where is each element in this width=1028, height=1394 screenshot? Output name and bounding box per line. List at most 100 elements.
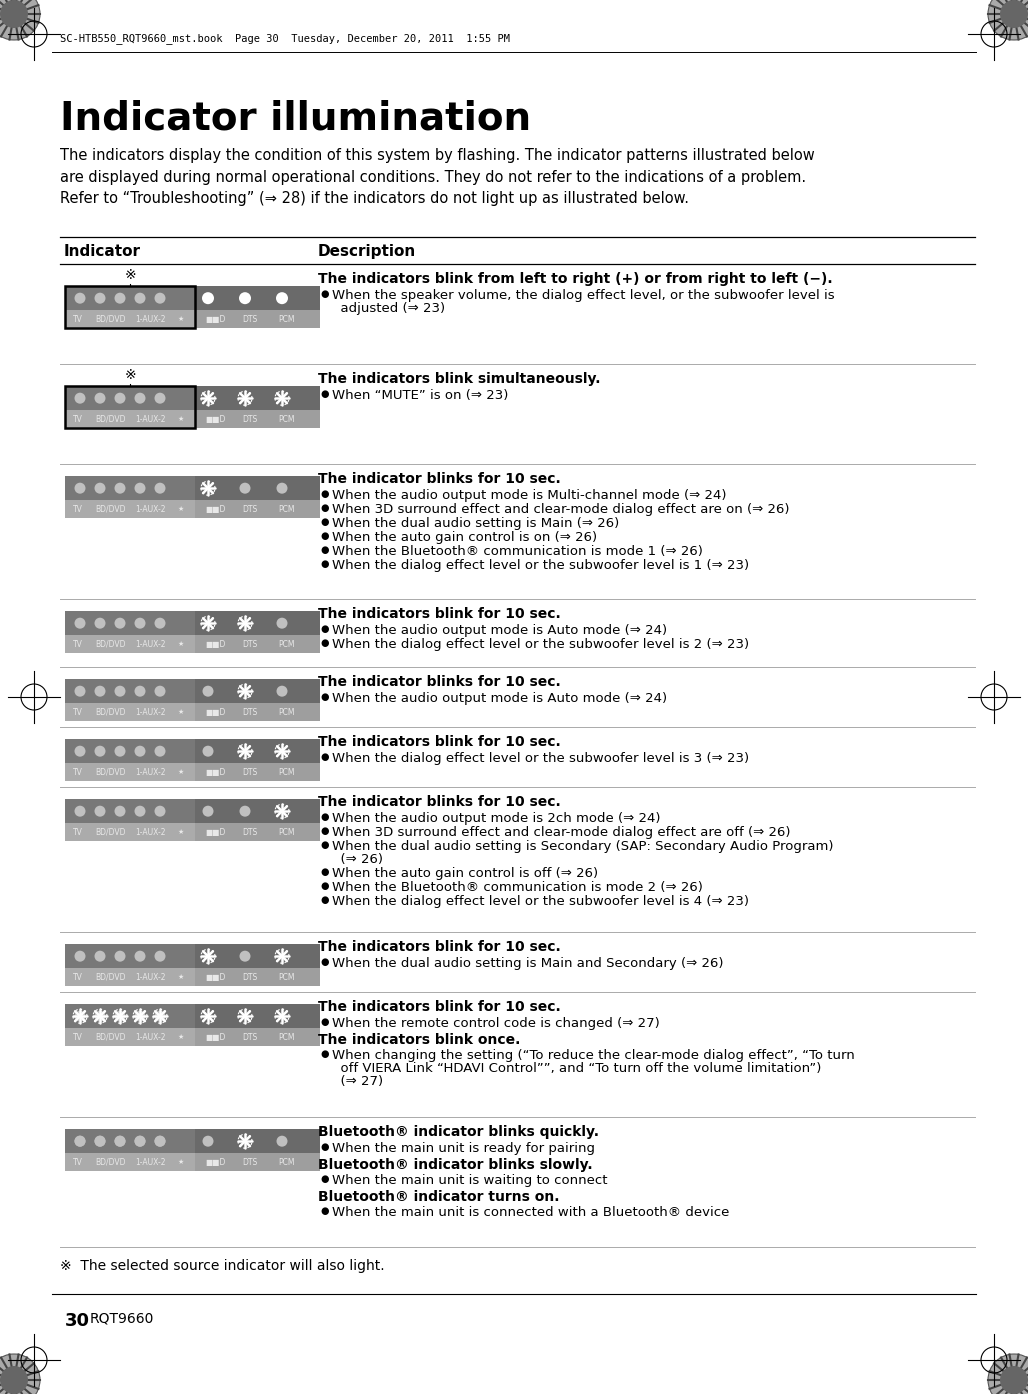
- Circle shape: [135, 1136, 146, 1147]
- Bar: [65, 1129, 195, 1153]
- Bar: [65, 739, 195, 764]
- Circle shape: [114, 806, 125, 817]
- Bar: [65, 824, 195, 841]
- Circle shape: [988, 0, 1028, 40]
- Text: When the audio output mode is 2ch mode (⇒ 24): When the audio output mode is 2ch mode (…: [332, 811, 661, 825]
- Text: ★: ★: [178, 829, 184, 835]
- Text: TV: TV: [73, 640, 83, 648]
- Circle shape: [154, 618, 166, 629]
- Text: TV: TV: [73, 414, 83, 424]
- Text: When the Bluetooth® communication is mode 1 (⇒ 26): When the Bluetooth® communication is mod…: [332, 545, 703, 558]
- Text: 1-AUX-2: 1-AUX-2: [135, 414, 166, 424]
- Text: ●: ●: [320, 289, 329, 298]
- Bar: [65, 286, 320, 311]
- Text: ●: ●: [320, 559, 329, 569]
- Bar: [65, 969, 195, 986]
- Circle shape: [203, 1136, 214, 1147]
- Text: When the speaker volume, the dialog effect level, or the subwoofer level is: When the speaker volume, the dialog effe…: [332, 289, 835, 302]
- Text: PCM: PCM: [278, 973, 294, 981]
- Bar: [65, 475, 320, 500]
- Circle shape: [238, 293, 251, 304]
- Text: ■■D: ■■D: [205, 973, 225, 981]
- Text: TV: TV: [73, 708, 83, 717]
- Text: 1-AUX-2: 1-AUX-2: [135, 828, 166, 836]
- Text: (⇒ 26): (⇒ 26): [332, 853, 383, 866]
- Circle shape: [277, 686, 288, 697]
- Text: TV: TV: [73, 505, 83, 513]
- Text: When the audio output mode is Auto mode (⇒ 24): When the audio output mode is Auto mode …: [332, 625, 667, 637]
- Text: BD/DVD: BD/DVD: [95, 828, 125, 836]
- Text: When the dual audio setting is Main and Secondary (⇒ 26): When the dual audio setting is Main and …: [332, 958, 724, 970]
- Circle shape: [95, 1011, 106, 1022]
- Text: TV: TV: [73, 1033, 83, 1041]
- Text: ●: ●: [320, 517, 329, 527]
- Text: ※: ※: [124, 368, 136, 382]
- Text: Indicator: Indicator: [64, 244, 141, 259]
- Text: ●: ●: [320, 1142, 329, 1151]
- Text: ●: ●: [320, 489, 329, 499]
- Circle shape: [95, 806, 106, 817]
- Bar: [65, 799, 320, 824]
- Text: When the remote control code is changed (⇒ 27): When the remote control code is changed …: [332, 1018, 660, 1030]
- Circle shape: [114, 746, 125, 757]
- Text: ★: ★: [178, 1160, 184, 1165]
- Text: ■■D: ■■D: [205, 1033, 225, 1041]
- Text: ●: ●: [320, 1050, 329, 1059]
- Circle shape: [114, 293, 125, 304]
- Bar: [65, 611, 320, 636]
- Text: 1-AUX-2: 1-AUX-2: [135, 1157, 166, 1167]
- Text: ■■D: ■■D: [205, 828, 225, 836]
- Bar: [65, 944, 320, 969]
- Circle shape: [95, 686, 106, 697]
- Text: ●: ●: [320, 638, 329, 648]
- Circle shape: [0, 0, 40, 40]
- Bar: [65, 386, 320, 410]
- Text: 30: 30: [65, 1312, 90, 1330]
- Bar: [65, 739, 320, 764]
- Text: ★: ★: [178, 417, 184, 422]
- Circle shape: [0, 1366, 28, 1394]
- Text: When the auto gain control is on (⇒ 26): When the auto gain control is on (⇒ 26): [332, 531, 597, 544]
- Circle shape: [154, 1136, 166, 1147]
- Text: TV: TV: [73, 973, 83, 981]
- Bar: [65, 611, 195, 636]
- Circle shape: [203, 686, 214, 697]
- Text: ●: ●: [320, 895, 329, 905]
- Text: PCM: PCM: [278, 640, 294, 648]
- Bar: [65, 1004, 320, 1029]
- Bar: [65, 636, 320, 652]
- Text: BD/DVD: BD/DVD: [95, 414, 125, 424]
- Bar: [65, 286, 195, 311]
- Text: When 3D surround effect and clear-mode dialog effect are on (⇒ 26): When 3D surround effect and clear-mode d…: [332, 503, 790, 516]
- Text: When the dual audio setting is Secondary (SAP: Secondary Audio Program): When the dual audio setting is Secondary…: [332, 841, 834, 853]
- Bar: [65, 386, 195, 410]
- Circle shape: [95, 618, 106, 629]
- Text: DTS: DTS: [242, 828, 257, 836]
- Circle shape: [276, 293, 288, 304]
- Text: When the audio output mode is Multi-channel mode (⇒ 24): When the audio output mode is Multi-chan…: [332, 489, 727, 502]
- Circle shape: [1000, 1366, 1028, 1394]
- Circle shape: [277, 482, 288, 493]
- Text: The indicators blink simultaneously.: The indicators blink simultaneously.: [318, 372, 600, 386]
- Text: TV: TV: [73, 828, 83, 836]
- Circle shape: [114, 1136, 125, 1147]
- Text: DTS: DTS: [242, 1033, 257, 1041]
- Circle shape: [74, 746, 85, 757]
- Bar: [65, 410, 320, 428]
- Text: When the dialog effect level or the subwoofer level is 2 (⇒ 23): When the dialog effect level or the subw…: [332, 638, 749, 651]
- Text: BD/DVD: BD/DVD: [95, 1033, 125, 1041]
- Text: The indicators blink once.: The indicators blink once.: [318, 1033, 520, 1047]
- Bar: [65, 500, 320, 519]
- Circle shape: [114, 393, 125, 404]
- Circle shape: [154, 293, 166, 304]
- Circle shape: [95, 951, 106, 962]
- Text: 1-AUX-2: 1-AUX-2: [135, 1033, 166, 1041]
- Circle shape: [74, 1011, 85, 1022]
- Text: PCM: PCM: [278, 505, 294, 513]
- Text: ■■D: ■■D: [205, 768, 225, 776]
- Text: ●: ●: [320, 625, 329, 634]
- Circle shape: [988, 1354, 1028, 1394]
- Text: BD/DVD: BD/DVD: [95, 973, 125, 981]
- Circle shape: [95, 746, 106, 757]
- Text: Bluetooth® indicator blinks quickly.: Bluetooth® indicator blinks quickly.: [318, 1125, 599, 1139]
